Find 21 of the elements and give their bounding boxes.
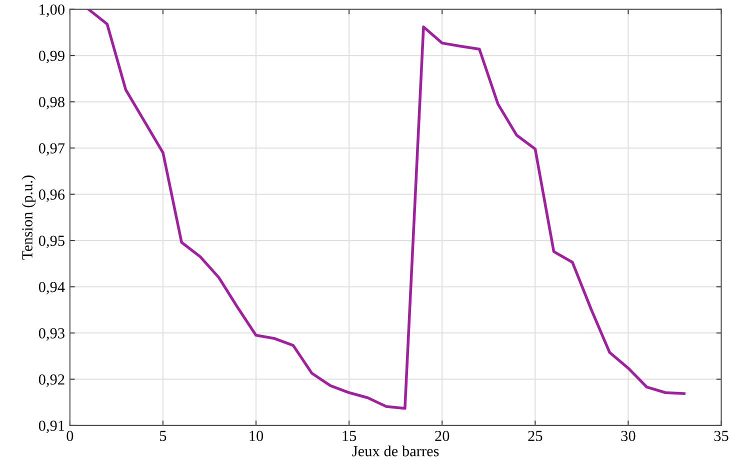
- y-tick-label: 0,99: [38, 50, 64, 64]
- y-tick-label: 0,96: [38, 189, 65, 202]
- line-series: [87, 9, 686, 410]
- x-tick-label: 35: [714, 430, 728, 442]
- y-tick-label: 0,97: [38, 143, 65, 156]
- y-tick-label: 1,00: [40, 4, 64, 17]
- x-tick-label: 10: [250, 430, 264, 442]
- y-tick-label: 0,91: [38, 420, 64, 434]
- x-tick-label: 30: [621, 430, 636, 442]
- y-tick-label: 0,95: [38, 236, 64, 248]
- x-tick-label: 5: [160, 430, 166, 442]
- y-tick-label: 0,98: [38, 96, 64, 110]
- y-tick-label: 0,94: [38, 282, 65, 294]
- x-axis-title: Jeux de barres: [352, 446, 439, 456]
- y-tick-label: 0,92: [38, 374, 64, 387]
- y-tick-label: 0,93: [38, 328, 64, 341]
- x-tick-label: 15: [342, 430, 356, 442]
- y-axis-title: Tension (p.u.): [22, 176, 36, 260]
- x-tick-label: 0: [66, 430, 74, 442]
- x-tick-label: 20: [435, 430, 450, 442]
- x-tick-label: 25: [528, 430, 542, 442]
